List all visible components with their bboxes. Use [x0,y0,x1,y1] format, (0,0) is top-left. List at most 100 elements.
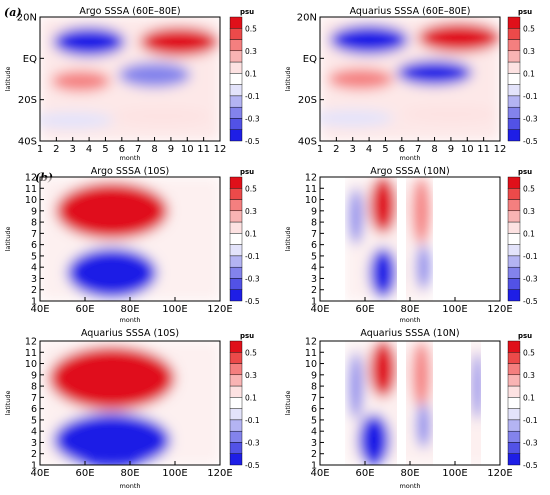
colorbar-label: -0.3 [245,438,260,447]
y-tick-label: 1 [31,297,37,308]
colorbar: psu 0.5 0.3 0.1 -0.1 -0.3 -0.5 [229,8,260,146]
colorbar-swatch [229,129,243,142]
colorbar-swatch [507,28,521,40]
y-tick-label: 3 [311,274,317,285]
y-axis-label: latitude [4,67,12,92]
colorbar-label: 0.1 [245,229,257,238]
y-tick-label: EQ [303,54,317,65]
y-tick-label: 7 [311,229,317,240]
colorbar-label: 0.1 [245,393,257,402]
colorbar-label: 0.1 [523,69,535,78]
colorbar-label: -0.3 [245,274,260,283]
y-tick-label: 20S [298,95,317,106]
x-tick-label: 1 [37,144,43,155]
x-tick-label: 10 [181,144,194,155]
y-axis-label: latitude [4,227,12,252]
y-tick-label: 12 [25,337,37,348]
colorbar: psu 0.5 0.3 0.1 -0.1 -0.3 -0.5 [229,332,260,470]
x-axis-label: month [399,154,420,162]
x-tick-label: 12 [214,144,227,155]
x-tick-label: 120E [207,304,232,315]
heatmap-cell [328,68,394,90]
heatmap-cell [67,248,157,298]
x-tick-label: 2 [333,144,339,155]
colorbar-swatch [507,176,521,189]
y-tick-label: 10 [25,195,37,206]
colorbar-swatch [229,28,243,40]
colorbar-swatch [229,266,243,279]
heatmap-cell [369,341,397,398]
x-tick-label: 6 [399,144,405,155]
colorbar-swatch [507,352,521,364]
colorbar-label: -0.1 [245,92,260,101]
y-tick-label: 40S [18,137,37,148]
y-tick-label: 9 [31,206,37,217]
y-tick-label: 4 [31,427,37,438]
y-ticks: 20N EQ 20S 40S [17,13,44,148]
heatmap-cell [53,27,126,57]
y-tick-label: 10 [305,195,317,206]
panel-title: Aquarius SSSA (60E–80E) [350,6,471,17]
x-tick-label: 1 [317,144,323,155]
x-tick-label: 3 [350,144,356,155]
x-tick-label: 9 [168,144,174,155]
heatmap-cell [49,346,175,410]
y-tick-label: 8 [311,218,317,229]
heatmap-cell [416,403,431,449]
colorbar-label: -0.1 [245,416,260,425]
y-tick-label: 11 [25,184,37,195]
missing-data-gap-mid [397,341,406,465]
colorbar-unit: psu [240,8,254,16]
colorbar-swatch [507,442,521,454]
colorbar-unit: psu [240,332,254,340]
y-tick-label: 2 [311,285,317,296]
colorbar-swatch [229,61,243,74]
colorbar-label: -0.3 [523,114,538,123]
heatmap-cell [396,60,473,86]
heatmap-cell [349,352,363,420]
colorbar: psu 0.5 0.3 0.1 -0.1 -0.3 -0.5 [507,332,538,470]
y-tick-label: 3 [31,438,37,449]
heatmap-cell [412,177,431,245]
panel-title: Argo SSSA (10S) [91,166,169,177]
colorbar-swatch [507,363,521,376]
colorbar-swatch [507,430,521,443]
colorbar-label: -0.5 [523,297,538,306]
colorbar-swatch [507,129,521,142]
y-tick-label: 10 [25,359,37,370]
colorbar-label: -0.3 [523,438,538,447]
colorbars: psu 0.5 0.3 0.1 -0.1 -0.3 -0.5 psu 0.5 0.3 0.1 -0.1… [229,8,538,470]
colorbar-swatch [229,84,243,97]
y-tick-label: 40S [298,137,317,148]
colorbar-label: 0.5 [245,348,257,357]
colorbar-label: 0.5 [523,24,535,33]
panel-aquarius-10s: Aquarius SSSA (10S) 40E 60E 80E 100E 120E 12… [4,328,233,490]
y-tick-label: 3 [31,274,37,285]
x-axis-label: month [119,316,140,324]
y-tick-label: 6 [31,240,37,251]
colorbar-label: 0.3 [245,47,257,56]
heatmap-cells [40,17,220,141]
x-ticks: 1 2 3 4 5 6 7 8 9 10 11 12 [37,137,227,155]
heatmap-cell [369,177,397,234]
heatmap-cells [345,177,433,301]
colorbar-swatch [229,16,243,29]
x-tick-label: 7 [415,144,421,155]
colorbar-swatch [507,210,521,223]
colorbar-label: 0.3 [245,207,257,216]
colorbar-swatch [507,385,521,398]
y-tick-label: 2 [311,449,317,460]
colorbar-swatch [507,39,521,52]
colorbar-label: -0.3 [523,274,538,283]
colorbar-swatch [229,95,243,108]
heatmap-cell [471,352,484,420]
colorbar-label: 0.3 [523,207,535,216]
heatmap-cell [53,413,171,465]
y-tick-label: 9 [311,370,317,381]
heatmap-cell [139,27,219,57]
colorbar-swatch [229,255,243,268]
colorbar-swatch [229,419,243,432]
x-tick-label: 60E [75,304,94,315]
